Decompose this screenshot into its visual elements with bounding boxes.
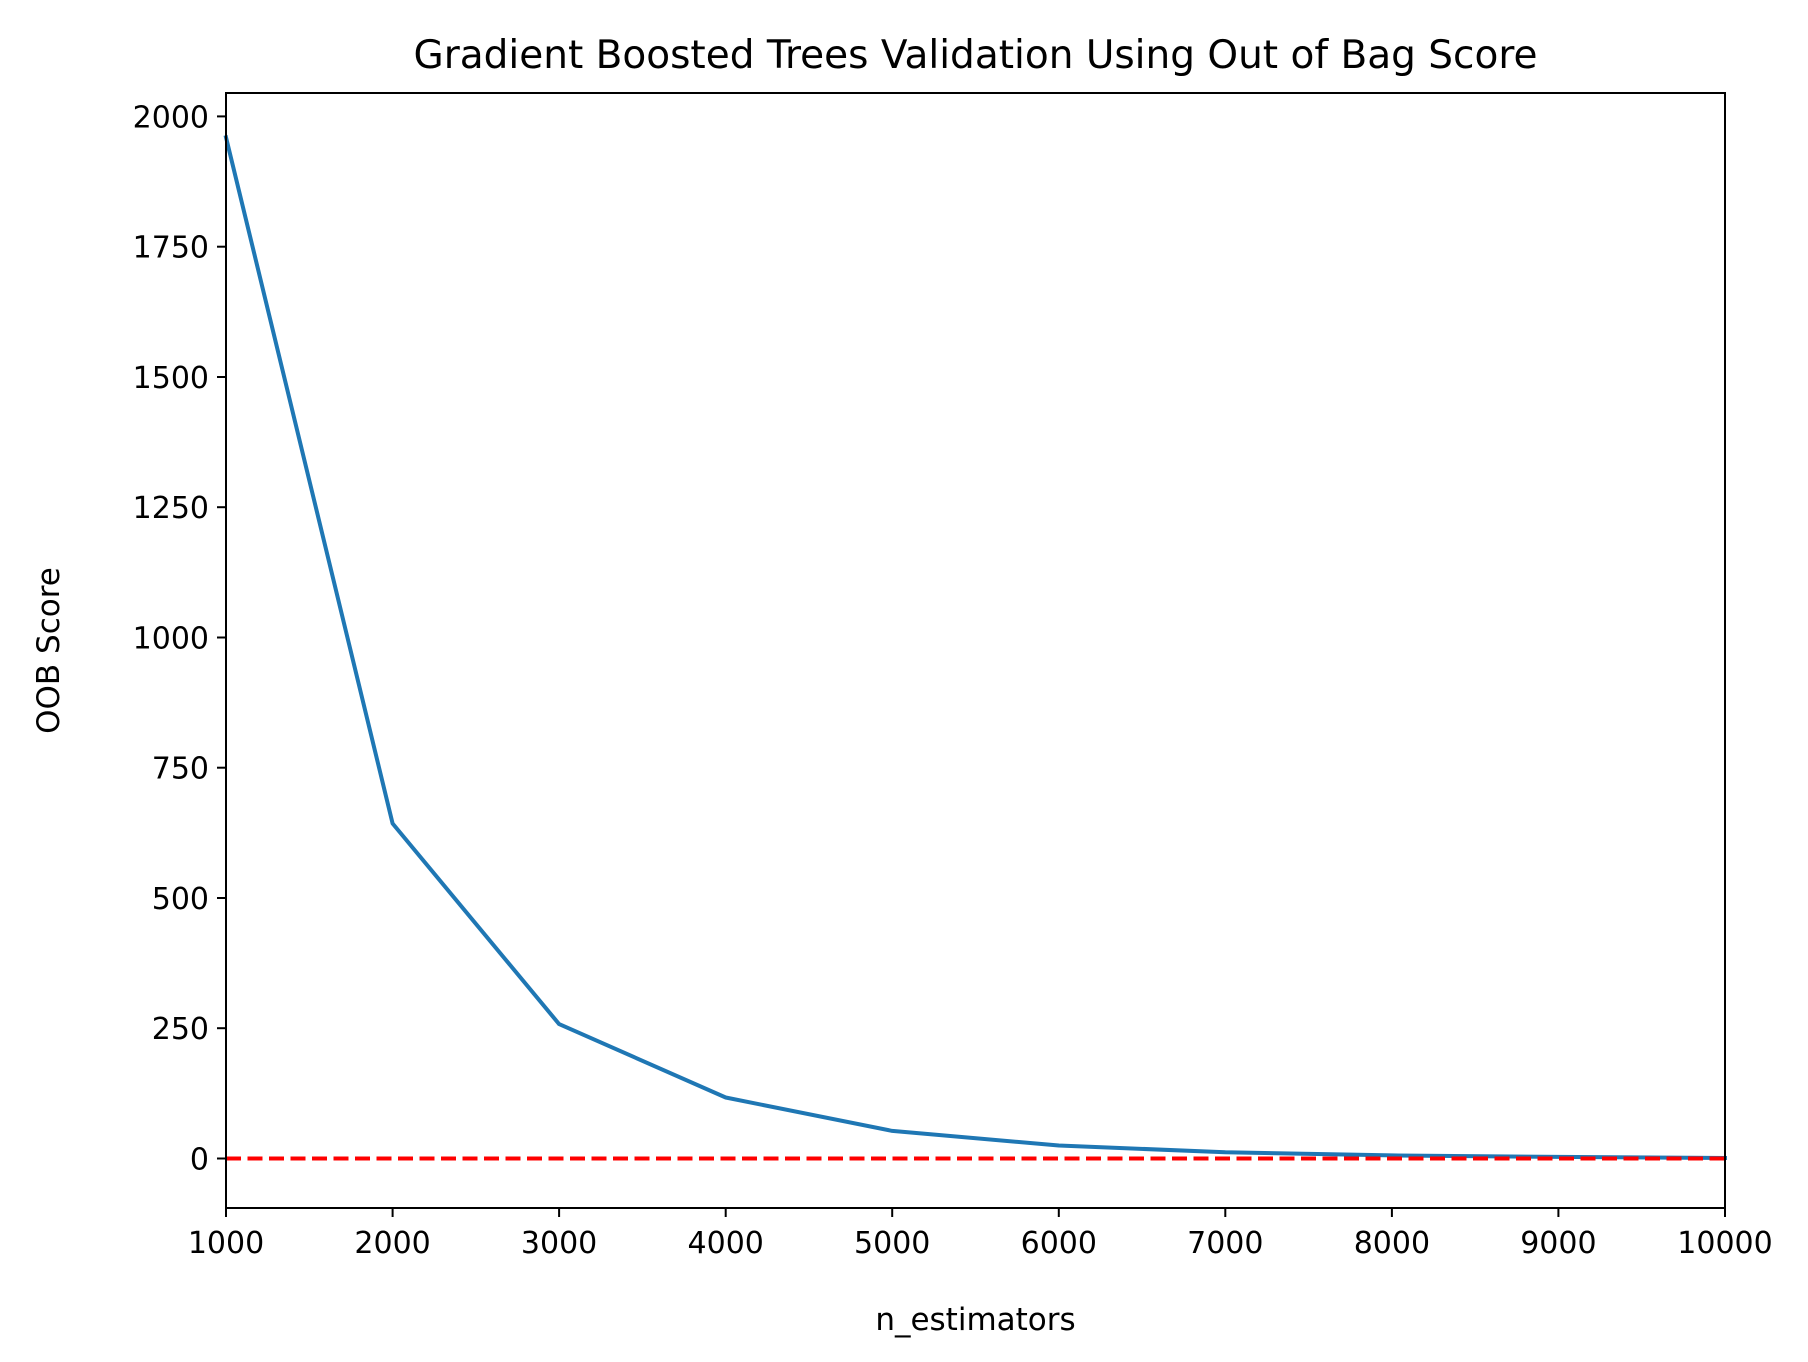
y-tick-label: 1750 (133, 231, 209, 266)
x-tick-label: 4000 (688, 1226, 764, 1261)
x-tick-label: 5000 (854, 1226, 930, 1261)
y-axis: 0 250 500 750 1000 1250 1500 1750 2000 (133, 100, 226, 1178)
y-tick-label: 2000 (133, 100, 209, 135)
y-tick-label: 1000 (133, 622, 209, 657)
plot-frame (225, 92, 1726, 1209)
x-tick-label: 6000 (1021, 1226, 1097, 1261)
x-tick-label: 3000 (521, 1226, 597, 1261)
x-tick-label: 10000 (1677, 1226, 1772, 1261)
y-tick-label: 250 (152, 1012, 209, 1047)
chart-title: Gradient Boosted Trees Validation Using … (413, 33, 1537, 78)
x-tick-label: 7000 (1187, 1226, 1263, 1261)
x-tick-label: 2000 (354, 1226, 430, 1261)
y-tick-label: 1500 (133, 361, 209, 396)
x-axis-label: n_estimators (875, 1302, 1075, 1338)
y-tick-label: 500 (152, 882, 209, 917)
x-tick-label: 9000 (1520, 1226, 1596, 1261)
y-tick-label: 1250 (133, 491, 209, 526)
series-line-1 (223, 134, 1728, 1161)
x-tick-label: 1000 (188, 1226, 264, 1261)
x-axis: 1000 2000 3000 4000 5000 6000 7000 8000 9000 1000… (188, 1208, 1773, 1261)
y-tick-label: 750 (152, 752, 209, 787)
x-tick-label: 8000 (1354, 1226, 1430, 1261)
y-tick-label: 0 (190, 1143, 209, 1178)
y-axis-label: OOB Score (31, 567, 67, 734)
